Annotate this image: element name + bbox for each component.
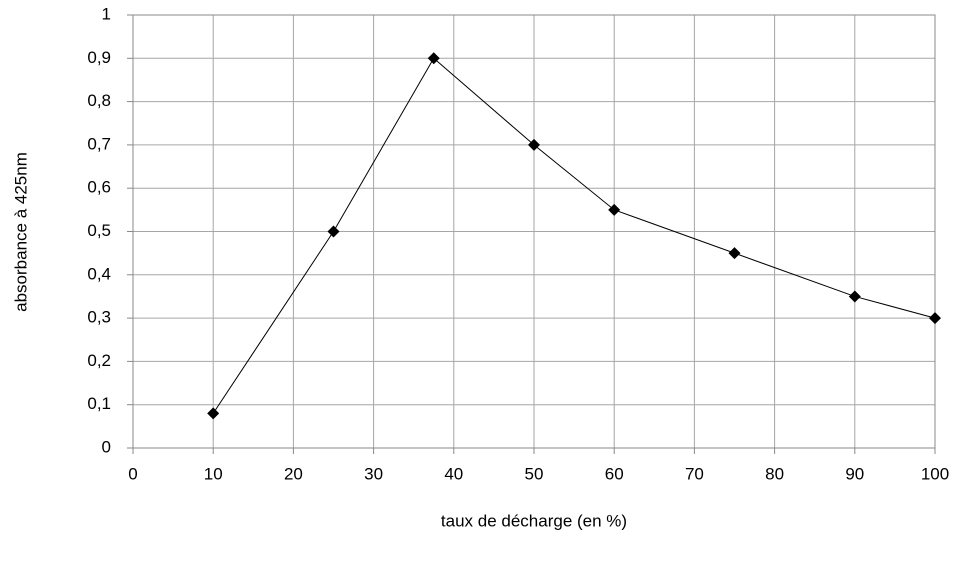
y-tick-label: 0,2 (87, 351, 111, 370)
plot-border (132, 14, 936, 449)
y-tick-label: 0,6 (87, 178, 111, 197)
data-point (929, 312, 941, 325)
x-tick-label: 20 (284, 464, 303, 483)
x-tick-label: 90 (845, 464, 864, 483)
y-tick-label: 0 (102, 437, 111, 456)
y-tick-label: 0,3 (87, 308, 111, 327)
y-tick-label: 0,8 (87, 91, 111, 110)
y-tick-label: 0,9 (87, 48, 111, 67)
series-line (212, 57, 936, 414)
x-tick-label: 0 (128, 464, 137, 483)
y-tick-label: 1 (102, 4, 111, 23)
data-point (848, 290, 861, 303)
y-tick-label: 0,5 (87, 221, 111, 240)
y-tick-label: 0,1 (87, 394, 111, 413)
x-tick-label: 100 (921, 464, 949, 483)
y-tick-label: 0,4 (87, 264, 111, 283)
x-tick-label: 50 (525, 464, 544, 483)
data-point (728, 247, 741, 260)
x-tick-label: 40 (444, 464, 463, 483)
y-axis-label: absorbance à 425nm (11, 152, 30, 312)
x-tick-label: 10 (204, 464, 223, 483)
data-point (427, 52, 440, 65)
x-tick-label: 30 (364, 464, 383, 483)
y-tick-label: 0,7 (87, 134, 111, 153)
x-axis-label: taux de décharge (en %) (441, 511, 627, 530)
data-point (608, 203, 621, 216)
x-tick-label: 80 (765, 464, 784, 483)
data-point (327, 225, 340, 238)
x-tick-label: 60 (605, 464, 624, 483)
data-point (207, 407, 220, 420)
data-point (528, 138, 540, 151)
x-tick-label: 70 (685, 464, 704, 483)
